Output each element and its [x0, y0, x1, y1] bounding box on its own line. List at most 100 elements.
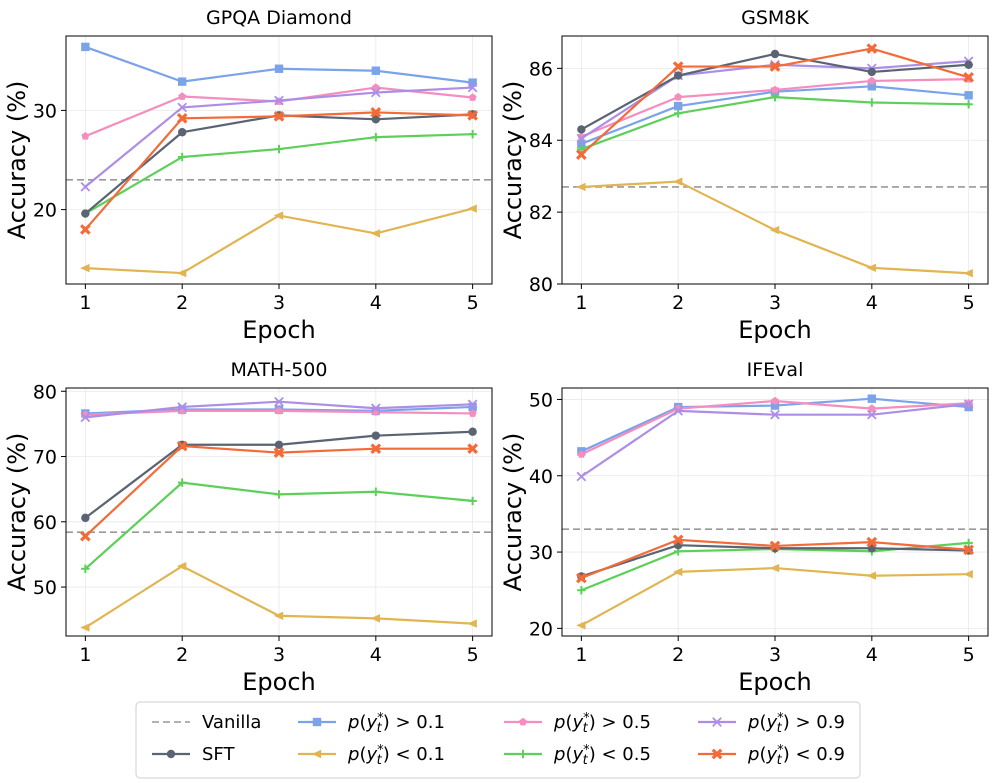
series-lt05	[577, 92, 973, 154]
legend-marker	[312, 717, 322, 727]
data-point	[963, 269, 973, 278]
legend-item-sft: SFT	[152, 744, 235, 765]
x-tick-label: 1	[575, 644, 587, 666]
y-tick-label: 20	[529, 618, 553, 640]
data-point	[468, 409, 477, 417]
data-point	[274, 440, 284, 449]
data-point	[771, 396, 779, 405]
data-point	[673, 109, 683, 118]
y-axis-label: Accuracy (%)	[499, 433, 527, 592]
series-lt01	[80, 204, 477, 278]
x-tick-label: 5	[467, 292, 479, 314]
data-point	[81, 513, 90, 523]
legend-item-lt01: p(y* t) < 0.1	[298, 743, 445, 768]
data-point	[673, 101, 683, 111]
data-point	[80, 224, 91, 235]
legend-marker	[712, 717, 722, 727]
panel-ifeval: 1 2 3 4 5 20 30 40 50 IFEval Epoch Accuracy (%)	[499, 359, 989, 696]
x-tick-label: 2	[176, 644, 188, 666]
data-point	[576, 572, 587, 584]
series-lt01	[576, 177, 973, 278]
y-tick-label: 80	[529, 274, 553, 296]
y-tick-label: 80	[33, 381, 57, 403]
data-point	[770, 49, 780, 59]
data-point	[177, 128, 187, 137]
series-gt09	[80, 396, 478, 423]
x-tick-label: 4	[370, 644, 382, 666]
x-tick-label: 2	[672, 644, 684, 666]
x-tick-label: 4	[866, 292, 878, 314]
series-sft	[577, 49, 973, 134]
data-point	[370, 107, 382, 118]
x-tick-label: 5	[963, 644, 975, 666]
data-point	[672, 177, 683, 186]
x-tick-label: 3	[769, 292, 781, 314]
legend-marker	[519, 717, 527, 726]
data-point	[866, 263, 877, 273]
y-tick-label: 70	[33, 447, 57, 469]
data-point	[769, 61, 781, 72]
data-point	[866, 409, 877, 420]
data-point	[467, 443, 478, 455]
data-point	[80, 530, 91, 542]
y-tick-label: 40	[529, 466, 553, 488]
data-point	[467, 82, 478, 93]
data-point	[371, 431, 381, 440]
chart-title: GPQA Diamond	[206, 7, 352, 29]
series-lt09	[576, 534, 974, 584]
data-point	[370, 443, 382, 455]
data-point	[176, 561, 187, 571]
legend-marker	[711, 748, 723, 760]
series-lt01	[576, 563, 973, 630]
data-point	[274, 396, 284, 407]
y-axis-label: Accuracy (%)	[3, 433, 31, 592]
data-point	[370, 403, 381, 414]
series-gt01	[81, 42, 477, 87]
data-point	[371, 132, 381, 142]
data-point	[80, 412, 91, 423]
data-point	[273, 611, 284, 620]
data-point	[177, 77, 187, 86]
data-point	[672, 567, 683, 577]
data-point	[866, 43, 878, 54]
data-point	[81, 564, 90, 573]
series-lt09	[80, 440, 478, 542]
y-tick-label: 30	[529, 542, 553, 564]
y-tick-label: 50	[529, 389, 553, 411]
data-point	[577, 586, 586, 595]
data-point	[769, 225, 780, 235]
data-point	[770, 401, 780, 410]
x-tick-label: 1	[79, 644, 91, 666]
x-tick-label: 1	[575, 292, 587, 314]
data-point	[273, 111, 285, 122]
data-point	[769, 540, 781, 552]
x-axis-label: Epoch	[242, 668, 316, 696]
data-point	[177, 478, 187, 487]
legend-marker	[311, 749, 322, 759]
data-point	[468, 402, 477, 412]
data-point	[771, 85, 779, 94]
x-tick-label: 3	[273, 292, 285, 314]
data-point	[577, 125, 586, 134]
data-point	[178, 92, 187, 100]
data-point	[371, 487, 381, 496]
chart-title: MATH-500	[231, 359, 328, 381]
data-point	[370, 87, 381, 98]
x-tick-label: 2	[176, 292, 188, 314]
data-point	[576, 621, 586, 630]
legend-item-lt05: p(y* t) < 0.5	[504, 743, 651, 768]
data-point	[275, 406, 283, 415]
data-point	[176, 268, 187, 278]
series-gt09	[576, 399, 974, 482]
data-point	[274, 64, 284, 73]
data-point	[576, 471, 587, 482]
data-point	[274, 95, 284, 106]
legend-item-vanilla: Vanilla	[152, 712, 261, 733]
data-point	[371, 66, 381, 75]
legend-label: p(y* t) > 0.9	[747, 711, 845, 736]
y-tick-label: 84	[529, 130, 553, 152]
data-point	[964, 538, 973, 548]
series-gt09	[80, 82, 478, 192]
data-point	[576, 149, 587, 160]
data-point	[274, 490, 284, 499]
